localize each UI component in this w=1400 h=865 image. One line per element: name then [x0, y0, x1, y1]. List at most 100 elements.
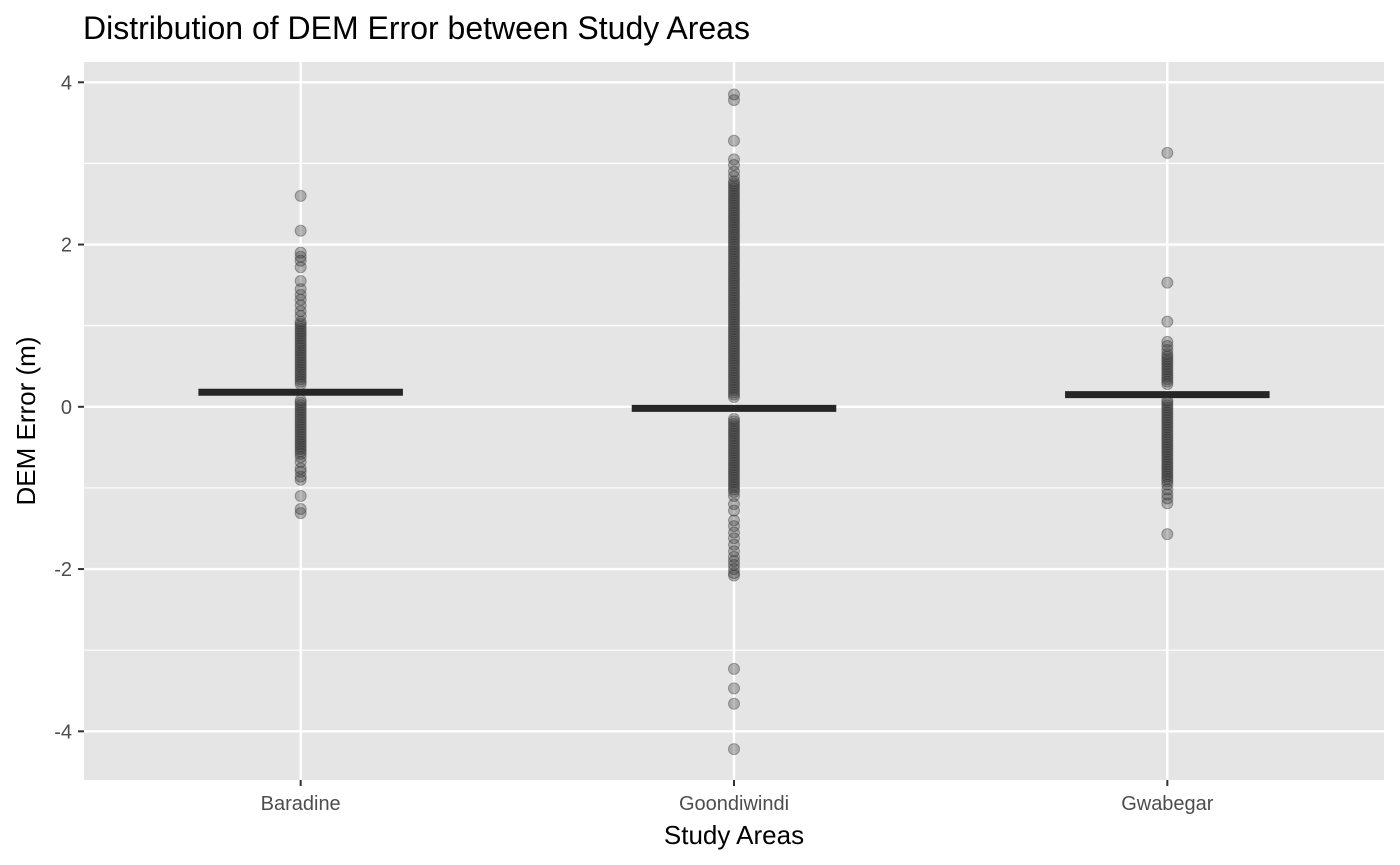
data-point [728, 182, 740, 195]
data-point [1161, 146, 1174, 159]
data-point [728, 662, 740, 675]
data-point [728, 335, 740, 348]
data-point [294, 455, 307, 468]
data-point [728, 550, 740, 563]
data-point [1161, 370, 1174, 383]
data-point [294, 358, 307, 371]
data-point [728, 449, 740, 462]
data-point [728, 286, 740, 299]
data-point [1161, 460, 1174, 473]
data-point [294, 344, 307, 357]
data-point [728, 214, 740, 227]
data-point [294, 433, 307, 446]
data-point [728, 231, 740, 244]
data-point [1161, 426, 1174, 439]
data-point [728, 478, 740, 491]
data-point [728, 291, 740, 304]
data-point [728, 245, 740, 258]
data-point [1161, 363, 1174, 376]
data-point [1161, 436, 1174, 449]
data-point [294, 305, 307, 318]
data-point [728, 374, 740, 387]
data-point [1161, 421, 1174, 434]
data-point [728, 526, 740, 539]
data-point [294, 440, 307, 453]
data-point [728, 192, 740, 205]
data-point [728, 386, 740, 399]
data-point [728, 189, 740, 202]
data-point [728, 272, 740, 285]
data-point [728, 177, 740, 190]
data-point [728, 165, 740, 178]
data-point [1161, 468, 1174, 481]
data-point [294, 370, 307, 383]
data-point [1161, 445, 1174, 458]
data-point [728, 369, 740, 382]
data-point [294, 346, 307, 359]
chart-title: Distribution of DEM Error between Study … [83, 10, 750, 46]
data-point [728, 243, 740, 256]
data-point [294, 375, 307, 388]
data-point [728, 454, 740, 467]
data-point [1161, 365, 1174, 378]
data-point [728, 442, 740, 455]
data-point [1161, 409, 1174, 422]
data-point [728, 485, 740, 498]
data-point [1161, 375, 1174, 388]
data-point [728, 471, 740, 484]
data-point [728, 228, 740, 241]
data-point [1161, 378, 1174, 391]
data-point [728, 260, 740, 273]
data-point [728, 682, 740, 695]
data-point [728, 264, 740, 277]
data-point [294, 373, 307, 386]
data-point [1161, 478, 1174, 491]
data-point [728, 267, 740, 280]
data-point [1161, 315, 1174, 328]
data-point [1161, 443, 1174, 456]
data-point [294, 473, 307, 486]
data-point [1161, 492, 1174, 505]
data-point [728, 743, 740, 756]
data-point [294, 401, 307, 414]
data-point [728, 461, 740, 474]
data-point [728, 504, 740, 517]
y-tick-label: -2 [54, 559, 72, 581]
data-point [1161, 413, 1174, 426]
data-point [294, 342, 307, 355]
data-point [728, 481, 740, 494]
data-point [728, 298, 740, 311]
data-point [728, 216, 740, 229]
data-point [728, 391, 740, 404]
data-point [728, 284, 740, 297]
data-point [728, 209, 740, 222]
data-point [1161, 463, 1174, 476]
data-point [728, 364, 740, 377]
data-point [728, 313, 740, 326]
data-point [728, 432, 740, 445]
data-point [294, 490, 307, 503]
data-point [728, 250, 740, 263]
data-point [728, 366, 740, 379]
data-point [728, 252, 740, 265]
data-point [1161, 428, 1174, 441]
x-tick-label: Baradine [261, 793, 341, 815]
data-point [294, 337, 307, 350]
data-point [1161, 528, 1174, 541]
data-point [728, 567, 740, 580]
data-point [1161, 450, 1174, 463]
data-point [728, 520, 740, 533]
data-point [728, 376, 740, 389]
data-point [728, 545, 740, 558]
data-point [728, 468, 740, 481]
data-point [294, 349, 307, 362]
data-point [728, 323, 740, 336]
data-point [728, 255, 740, 268]
data-point [294, 275, 307, 288]
data-point [728, 303, 740, 316]
data-point [728, 514, 740, 527]
data-point [728, 235, 740, 248]
data-point [728, 359, 740, 372]
data-point [728, 361, 740, 374]
data-point [728, 388, 740, 401]
